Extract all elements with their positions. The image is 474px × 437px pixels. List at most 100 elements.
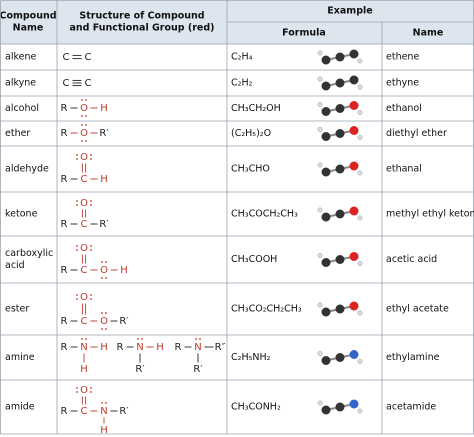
model-atom: [317, 207, 323, 213]
compound-name: aldehyde: [5, 164, 49, 175]
atom: C: [81, 316, 88, 327]
model-atom: [349, 161, 359, 171]
compound-name: ketone: [5, 209, 38, 220]
lone-pair-dot: [141, 338, 143, 340]
header-text: Example: [327, 6, 372, 17]
atom: R: [61, 342, 68, 353]
lone-pair-dot: [105, 312, 107, 314]
example-name: acetic acid: [386, 254, 437, 265]
atom: O: [100, 316, 108, 327]
lone-pair-dot: [76, 294, 78, 296]
lone-pair-dot: [76, 200, 78, 202]
formula: C₂H₅NH₂: [231, 352, 271, 363]
lone-pair-dot: [137, 338, 139, 340]
example-name: methyl ethyl ketone: [386, 209, 474, 220]
lone-pair-dot: [76, 158, 78, 160]
model-atom: [321, 81, 331, 91]
atom: R: [61, 103, 68, 114]
compound-name: alkene: [5, 52, 36, 63]
atom: C: [81, 265, 88, 276]
model-atom: [321, 356, 331, 365]
model-atom: [321, 258, 331, 267]
model-atom: [349, 101, 359, 110]
example-name: ethylamine: [386, 352, 440, 363]
model-atom: [357, 359, 363, 364]
model-atom: [317, 302, 323, 308]
atom: R′: [135, 364, 145, 375]
model-atom: [349, 49, 359, 59]
model-atom: [317, 351, 323, 356]
atom: H: [100, 174, 108, 185]
atom: O: [80, 243, 88, 254]
atom: O: [100, 265, 108, 276]
atom: O: [80, 152, 88, 163]
lone-pair-dot: [90, 158, 92, 160]
compound-name: ester: [5, 304, 29, 315]
compound-name: carboxylic: [5, 248, 53, 259]
lone-pair-dot: [76, 298, 78, 300]
atom: C: [81, 406, 88, 417]
model-atom: [349, 126, 359, 135]
atom: H: [120, 265, 128, 276]
formula: CH₃CHO: [231, 164, 270, 175]
model-atom: [335, 104, 345, 113]
model-atom: [317, 162, 323, 168]
lone-pair-dot: [76, 387, 78, 389]
model-atom: [317, 127, 323, 132]
example-name: ethyl acetate: [386, 304, 449, 315]
lone-pair-dot: [90, 294, 92, 296]
lone-pair-dot: [76, 154, 78, 156]
model-atom: [317, 50, 323, 56]
lone-pair-dot: [90, 245, 92, 247]
atom: R: [61, 406, 68, 417]
formula: CH₃CH₂OH: [231, 103, 281, 114]
model-atom: [317, 102, 323, 107]
atom: C: [81, 174, 88, 185]
header-text: and Functional Group (red): [69, 23, 214, 34]
example-name: diethyl ether: [386, 128, 447, 139]
lone-pair-dot: [81, 115, 83, 117]
atom: R′: [119, 406, 129, 417]
compound-name: ether: [5, 128, 30, 139]
lone-pair-dot: [85, 99, 87, 101]
model-atom: [357, 408, 363, 414]
model-atom: [317, 400, 323, 406]
atom: R′: [99, 219, 109, 230]
atom: N: [80, 342, 87, 353]
compound-name: alcohol: [5, 103, 39, 114]
atom: H: [100, 342, 108, 353]
lone-pair-dot: [76, 245, 78, 247]
lone-pair-dot: [81, 338, 83, 340]
lone-pair-dot: [105, 277, 107, 279]
atom: N: [194, 342, 201, 353]
compound-name: amide: [5, 402, 35, 413]
model-atom: [335, 52, 345, 62]
atom: C: [81, 219, 88, 230]
atom: R: [175, 342, 182, 353]
lone-pair-dot: [85, 124, 87, 126]
model-atom: [321, 132, 331, 141]
lone-pair-dot: [85, 140, 87, 142]
atom: O: [80, 103, 88, 114]
atom: N: [100, 406, 107, 417]
header-text: Structure of Compound: [79, 11, 204, 22]
lone-pair-dot: [105, 402, 107, 404]
model-atom: [321, 55, 331, 65]
formula: C₂H₂: [231, 78, 253, 89]
compound-name: alkyne: [5, 78, 36, 89]
model-atom: [349, 350, 359, 359]
model-atom: [349, 252, 359, 261]
lone-pair-dot: [90, 391, 92, 393]
lone-pair-dot: [101, 328, 103, 330]
lone-pair-dot: [101, 402, 103, 404]
atom: C: [85, 52, 92, 63]
model-atom: [317, 76, 323, 82]
atom: H: [80, 364, 88, 375]
lone-pair-dot: [85, 338, 87, 340]
header-text: Formula: [282, 28, 326, 39]
model-atom: [349, 75, 359, 85]
atom: H: [100, 425, 108, 436]
atom: R: [61, 128, 68, 139]
atom: O: [80, 198, 88, 209]
